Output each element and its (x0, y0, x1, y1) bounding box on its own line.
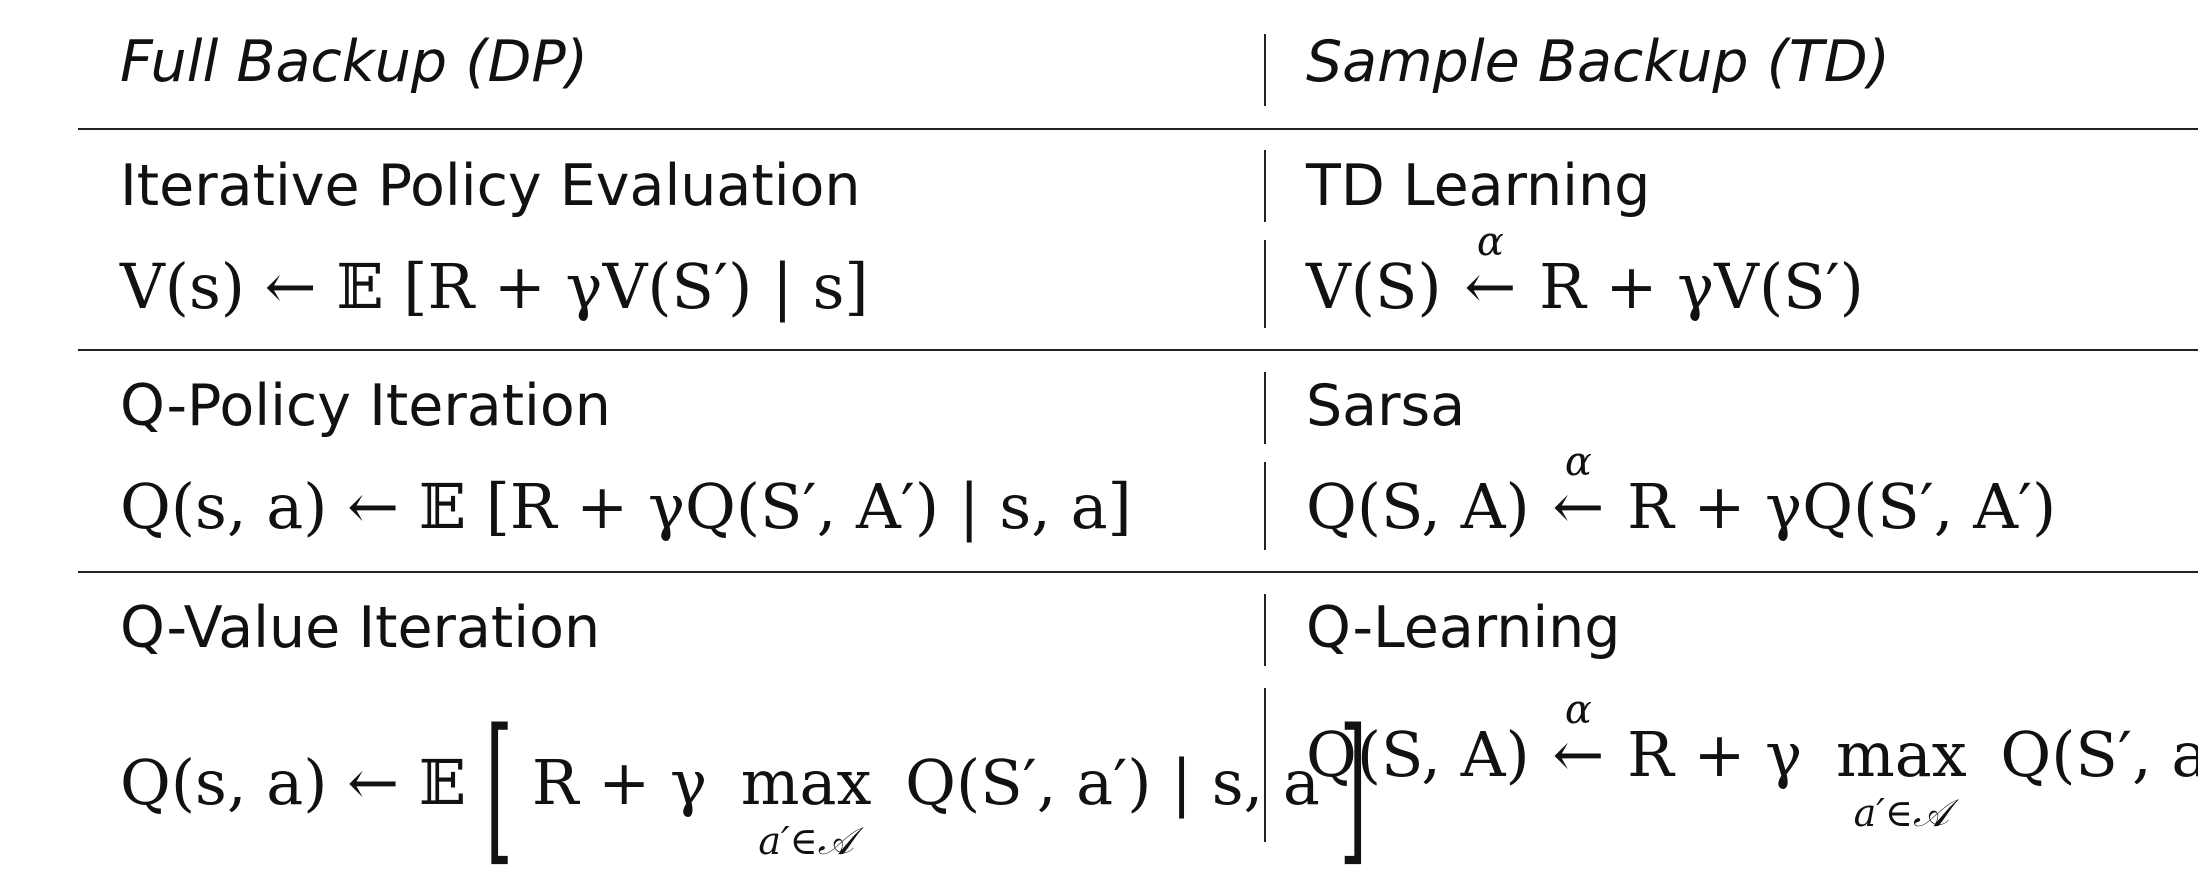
header-rule (78, 128, 2198, 130)
backup-comparison-table: Full Backup (DP) Sample Backup (TD) Iter… (78, 29, 2198, 868)
row-title-sarsa: Sarsa (1306, 373, 1466, 439)
column-divider (1264, 688, 1266, 842)
row-title-q-learning: Q-Learning (1306, 595, 1621, 661)
row-rule (78, 571, 2198, 573)
formula-sarsa: Q(S, A) α ← R + γQ(S′, A′) (1306, 439, 2057, 543)
column-divider (1264, 34, 1266, 106)
row-rule (78, 349, 2198, 351)
formula-td-learning: V(S) α ← R + γV(S′) (1306, 219, 1864, 323)
row-title-iterative-policy-evaluation: Iterative Policy Evaluation (120, 153, 861, 219)
row-title-q-policy-iteration: Q-Policy Iteration (120, 373, 611, 439)
row-title-td-learning: TD Learning (1306, 153, 1651, 219)
column-divider (1264, 462, 1266, 550)
header-sample-backup: Sample Backup (TD) (1306, 29, 1890, 95)
column-divider (1264, 150, 1266, 222)
column-divider (1264, 594, 1266, 666)
formula-policy-evaluation: V(s) ← 𝔼 [R + γV(S′) | s] (120, 250, 869, 323)
column-divider (1264, 240, 1266, 328)
formula-q-policy-iteration: Q(s, a) ← 𝔼 [R + γQ(S′, A′) | s, a] (120, 470, 1132, 543)
row-title-q-value-iteration: Q-Value Iteration (120, 595, 601, 661)
column-divider (1264, 372, 1266, 444)
header-full-backup: Full Backup (DP) (120, 29, 588, 95)
formula-q-value-iteration: Q(s, a) ← 𝔼 [ R + γ max a′∈𝒜 Q(S′, a′) | … (120, 694, 1367, 881)
